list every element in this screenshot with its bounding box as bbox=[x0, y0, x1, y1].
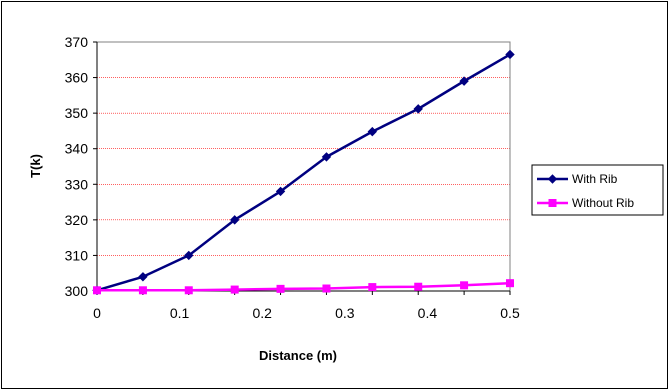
series-line bbox=[96, 53, 511, 292]
y-tick-label: 370 bbox=[65, 34, 89, 50]
data-point bbox=[275, 186, 286, 197]
legend-item: Without Rib bbox=[537, 196, 634, 210]
y-tick-label: 300 bbox=[65, 283, 89, 299]
legend-label: With Rib bbox=[572, 172, 618, 186]
x-tick-label: 0.2 bbox=[252, 305, 272, 321]
data-point bbox=[229, 215, 240, 225]
legend-marker bbox=[548, 199, 557, 207]
data-point bbox=[506, 279, 514, 288]
series-1 bbox=[92, 49, 515, 295]
data-point bbox=[276, 284, 285, 293]
legend-item: With Rib bbox=[537, 172, 618, 186]
x-tick-label: 0.1 bbox=[170, 305, 190, 321]
series bbox=[92, 49, 515, 295]
legend: With Rib Without Rib bbox=[531, 164, 664, 216]
data-point bbox=[322, 284, 331, 293]
x-axis-label: Distance (m) bbox=[259, 348, 337, 363]
y-tick-label: 360 bbox=[65, 70, 89, 86]
y-tick-label: 340 bbox=[65, 141, 89, 157]
data-point bbox=[459, 76, 469, 86]
y-tick-label: 310 bbox=[65, 247, 89, 263]
data-point bbox=[230, 285, 239, 294]
x-tick-label: 0 bbox=[93, 305, 101, 321]
data-point bbox=[367, 126, 378, 137]
data-point bbox=[505, 49, 515, 60]
data-point bbox=[413, 104, 423, 114]
y-tick-label: 320 bbox=[65, 212, 89, 228]
data-point bbox=[460, 281, 469, 290]
data-point bbox=[414, 282, 423, 291]
series-line bbox=[97, 281, 511, 292]
y-tick-label: 330 bbox=[65, 176, 89, 192]
y-axis-label: T(k) bbox=[28, 154, 43, 178]
x-tick-label: 0.3 bbox=[335, 305, 355, 321]
data-point bbox=[93, 286, 101, 295]
x-tick-label: 0.4 bbox=[418, 305, 438, 321]
legend-label: Without Rib bbox=[572, 196, 634, 210]
legend-box bbox=[531, 164, 664, 216]
tick-labels: 300 310 320 330 340 350 360 370 0 0.1 0.2 0.3 0.4 0.5 bbox=[65, 34, 520, 321]
data-point bbox=[138, 272, 148, 282]
data-point bbox=[184, 250, 194, 261]
data-point bbox=[138, 286, 147, 295]
data-point bbox=[368, 283, 377, 292]
series-2 bbox=[93, 279, 514, 295]
x-tick-label: 0.5 bbox=[500, 305, 520, 321]
y-tick-label: 350 bbox=[65, 105, 89, 121]
data-point bbox=[321, 152, 332, 162]
legend-marker bbox=[547, 174, 558, 184]
data-point bbox=[184, 286, 193, 295]
